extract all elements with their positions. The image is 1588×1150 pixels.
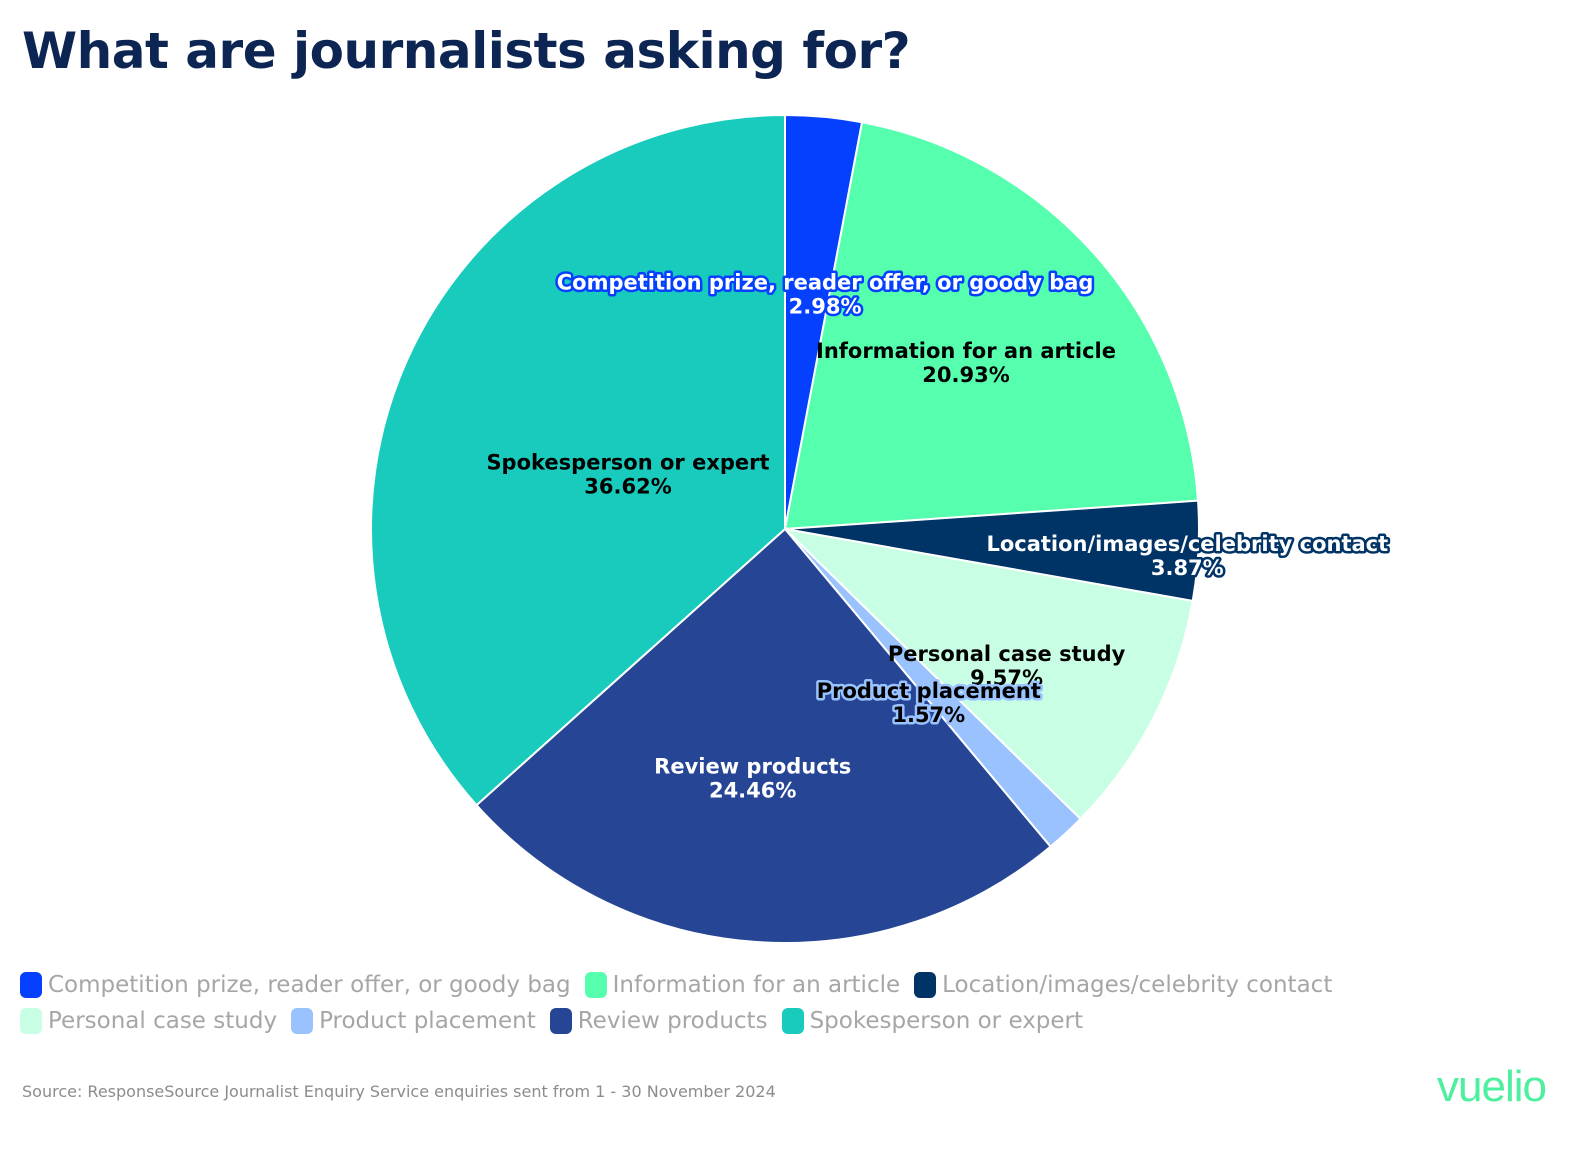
legend-swatch: [20, 972, 42, 998]
legend-swatch: [914, 972, 937, 998]
legend-label: Spokesperson or expert: [809, 1008, 1084, 1034]
slice-label-0: Competition prize, reader offer, or good…: [557, 271, 1094, 295]
legend-label: Information for an article: [612, 972, 901, 998]
source-note: Source: ResponseSource Journalist Enquir…: [22, 1082, 776, 1101]
legend-label: Review products: [577, 1008, 768, 1034]
legend-swatch: [549, 1008, 572, 1034]
pie-slice-5: [475, 527, 1052, 944]
pie-slice-3: [781, 527, 1194, 821]
legend-item-6: Spokesperson or expert: [781, 1006, 1084, 1036]
slice-value-5: 24.46%: [709, 779, 796, 803]
slice-value-1: 20.93%: [922, 363, 1009, 387]
legend-label: Location/images/celebrity contact: [942, 972, 1333, 998]
slice-label-6: Spokesperson or expert: [486, 451, 769, 475]
pie-slice-1: [783, 121, 1200, 531]
legend-swatch: [781, 1008, 804, 1034]
legend-item-3: Personal case study: [20, 1006, 277, 1036]
slice-label-5: Review products: [654, 755, 851, 779]
slice-label-2: Location/images/celebrity contact: [986, 532, 1388, 556]
pie-slice-6: [370, 113, 786, 807]
chart-title: What are journalists asking for?: [22, 22, 911, 80]
pie-slices: [370, 113, 1200, 944]
legend-label: Competition prize, reader offer, or good…: [48, 972, 571, 998]
brand-logo: vuelio: [1437, 1062, 1547, 1111]
slice-value-4: 1.57%: [892, 703, 965, 727]
legend-label: Product placement: [319, 1008, 536, 1034]
legend-swatch: [291, 1008, 314, 1034]
pie-chart: Competition prize, reader offer, or good…: [370, 113, 1391, 944]
legend-item-1: Information for an article: [584, 970, 901, 1000]
chart-legend: Competition prize, reader offer, or good…: [20, 970, 1340, 1036]
slice-value-3: 9.57%: [970, 666, 1043, 690]
slice-value-2: 3.87%: [1151, 556, 1224, 580]
slice-label-3: Personal case study: [888, 642, 1126, 666]
pie-labels: Competition prize, reader offer, or good…: [486, 268, 1390, 803]
legend-swatch: [584, 972, 607, 998]
slice-value-0: 2.98%: [789, 295, 862, 319]
legend-item-2: Location/images/celebrity contact: [914, 970, 1332, 1000]
legend-swatch: [20, 1008, 42, 1034]
slice-label-4: Product placement: [817, 679, 1041, 703]
legend-label: Personal case study: [48, 1008, 278, 1034]
slice-value-6: 36.62%: [584, 475, 671, 499]
legend-item-4: Product placement: [291, 1006, 536, 1036]
legend-item-0: Competition prize, reader offer, or good…: [20, 970, 571, 1000]
legend-item-5: Review products: [549, 1006, 768, 1036]
slice-label-1: Information for an article: [816, 339, 1116, 363]
